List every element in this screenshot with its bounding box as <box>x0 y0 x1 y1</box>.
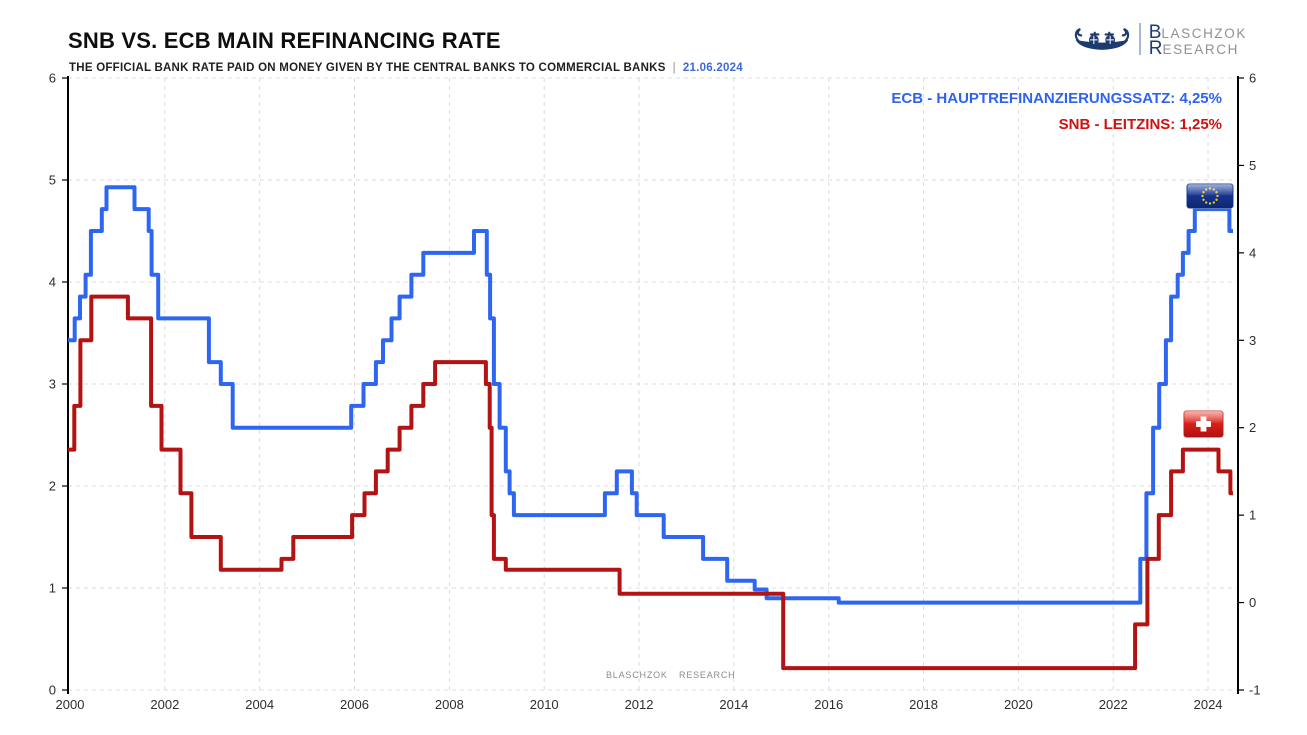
brand-rest-2: ESEARCH <box>1162 42 1239 57</box>
brand-name: BLASCHZOK RESEARCH <box>1148 22 1247 58</box>
svg-text:2: 2 <box>49 479 56 494</box>
svg-text:2018: 2018 <box>909 697 938 712</box>
svg-text:1: 1 <box>49 581 56 596</box>
watermark: BLASCHZOK RESEARCH <box>606 670 736 680</box>
eu-flag-icon <box>1186 183 1234 209</box>
brand-initial-1: B <box>1148 22 1162 43</box>
svg-text:2000: 2000 <box>56 697 85 712</box>
svg-text:2014: 2014 <box>719 697 748 712</box>
swiss-flag-icon <box>1183 410 1224 438</box>
legend-ecb: ECB - HAUPTREFINANZIERUNGSSATZ: 4,25% <box>891 90 1222 107</box>
svg-text:2004: 2004 <box>245 697 274 712</box>
svg-text:4: 4 <box>49 275 56 290</box>
subtitle-separator: | <box>672 62 676 74</box>
svg-text:5: 5 <box>1249 158 1256 173</box>
svg-text:1: 1 <box>1249 508 1256 523</box>
svg-text:2016: 2016 <box>814 697 843 712</box>
subtitle-text: THE OFFICIAL BANK RATE PAID ON MONEY GIV… <box>69 62 666 74</box>
page-title: SNB VS. ECB MAIN REFINANCING RATE <box>68 28 501 53</box>
chart-legend: ECB - HAUPTREFINANZIERUNGSSATZ: 4,25% SN… <box>891 90 1222 142</box>
ecb-rate-line <box>68 185 1233 605</box>
svg-text:5: 5 <box>49 173 56 188</box>
svg-text:6: 6 <box>49 71 56 86</box>
svg-text:2012: 2012 <box>625 697 654 712</box>
logo-divider <box>1138 23 1141 55</box>
svg-text:2008: 2008 <box>435 697 464 712</box>
svg-text:2002: 2002 <box>150 697 179 712</box>
svg-text:6: 6 <box>1249 71 1256 86</box>
svg-text:2: 2 <box>1249 420 1256 435</box>
brand-initial-2: R <box>1148 38 1163 59</box>
report-date: 21.06.2024 <box>682 62 743 74</box>
svg-text:2022: 2022 <box>1099 697 1128 712</box>
svg-text:-1: -1 <box>1249 683 1261 698</box>
svg-text:0: 0 <box>1249 595 1256 610</box>
svg-text:2024: 2024 <box>1194 697 1223 712</box>
snb-rate-line <box>68 294 1233 671</box>
brand-logo: BLASCHZOK RESEARCH <box>1073 22 1247 58</box>
svg-text:0: 0 <box>49 683 56 698</box>
svg-text:2010: 2010 <box>530 697 559 712</box>
legend-snb: SNB - LEITZINS: 1,25% <box>1058 116 1222 133</box>
brand-rest-1: LASCHZOK <box>1161 26 1247 41</box>
svg-text:4: 4 <box>1249 245 1256 260</box>
svg-text:3: 3 <box>1249 333 1256 348</box>
svg-text:2006: 2006 <box>340 697 369 712</box>
svg-text:2020: 2020 <box>1004 697 1033 712</box>
viking-ship-icon <box>1074 27 1129 50</box>
swiss-cross <box>1196 416 1211 432</box>
svg-text:3: 3 <box>49 377 56 392</box>
chart-subtitle: THE OFFICIAL BANK RATE PAID ON MONEY GIV… <box>69 62 743 74</box>
